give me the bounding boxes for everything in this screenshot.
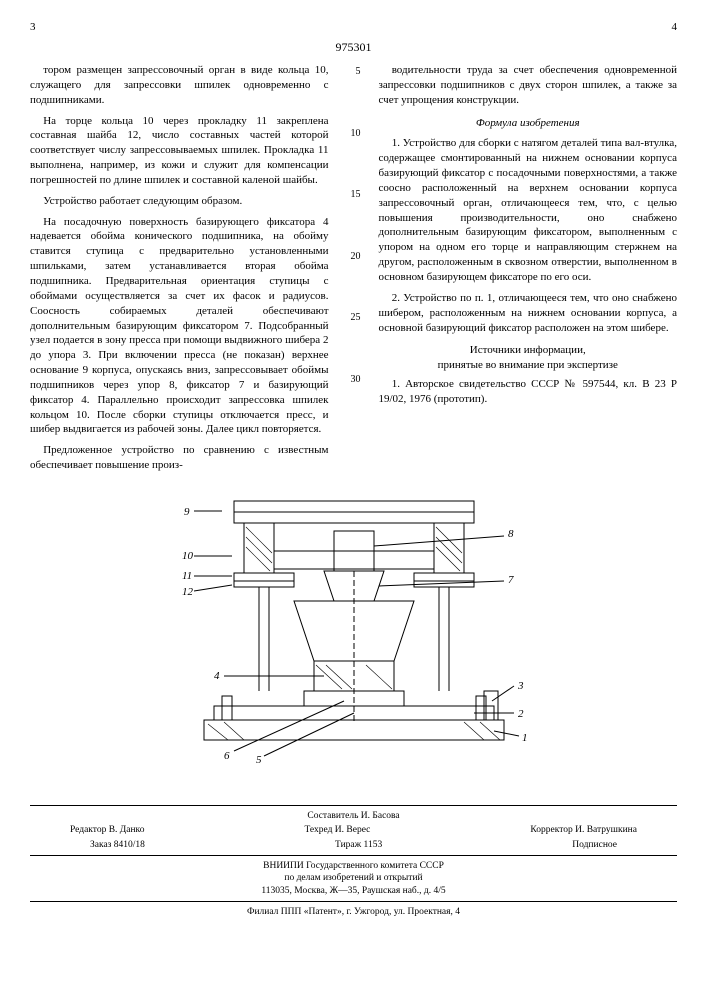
fig-label-7: 7: [508, 574, 514, 586]
subscription: Подписное: [572, 839, 617, 851]
sources-title: Источники информации, принятые во вниман…: [379, 343, 678, 373]
fig-label-11: 11: [182, 570, 192, 582]
techred: Техред И. Верес: [304, 824, 370, 836]
line-num: 5: [347, 65, 361, 79]
colophon: Составитель И. Басова Редактор В. Данко …: [30, 805, 677, 918]
line-num: 10: [347, 127, 361, 141]
para: На посадочную поверхность базирующего фи…: [30, 215, 329, 438]
para: Устройство работает следующим образом.: [30, 194, 329, 209]
right-column: водительности труда за счет обеспечения …: [379, 63, 678, 479]
fig-label-12: 12: [182, 586, 194, 598]
page-left: 3: [30, 20, 36, 35]
page-numbers: 3 4: [30, 20, 677, 35]
fig-label-9: 9: [184, 506, 190, 518]
addr1: 113035, Москва, Ж—35, Раушская наб., д. …: [30, 885, 677, 897]
line-num: 30: [347, 373, 361, 387]
claim: 1. Устройство для сборки с натягом детал…: [379, 136, 678, 284]
patent-number: 975301: [30, 39, 677, 55]
fig-label-5: 5: [256, 754, 262, 766]
fig-label-6: 6: [224, 750, 230, 762]
fig-label-10: 10: [182, 550, 194, 562]
para: Предложенное устройство по сравнению с и…: [30, 443, 329, 473]
corrector: Корректор И. Ватрушкина: [530, 824, 637, 836]
para: тором размещен запрессовочный орган в ви…: [30, 63, 329, 108]
para: водительности труда за счет обеспечения …: [379, 63, 678, 108]
order: Заказ 8410/18: [90, 839, 145, 851]
fig-label-2: 2: [518, 708, 524, 720]
text-columns: тором размещен запрессовочный орган в ви…: [30, 63, 677, 479]
org-line2: по делам изобретений и открытий: [30, 872, 677, 884]
org-line1: ВНИИПИ Государственного комитета СССР: [30, 860, 677, 872]
fig-label-3: 3: [517, 680, 524, 692]
fig-label-1: 1: [522, 732, 528, 744]
technical-drawing: 9 10 11 12 8 7 4 6 5 3 2 1: [30, 491, 677, 791]
line-num: 15: [347, 188, 361, 202]
line-number-gutter: 5 10 15 20 25 30: [347, 63, 361, 479]
fig-label-8: 8: [508, 528, 514, 540]
line-num: 20: [347, 250, 361, 264]
fig-label-4: 4: [214, 670, 220, 682]
page-right: 4: [672, 20, 678, 35]
para: На торце кольца 10 через прокладку 11 за…: [30, 114, 329, 188]
line-num: 25: [347, 311, 361, 325]
source-ref: 1. Авторское свидетельство СССР № 597544…: [379, 377, 678, 407]
addr2: Филиал ППП «Патент», г. Ужгород, ул. Про…: [30, 906, 677, 918]
formula-title: Формула изобретения: [379, 116, 678, 131]
tirazh: Тираж 1153: [335, 839, 382, 851]
editor: Редактор В. Данко: [70, 824, 144, 836]
claim: 2. Устройство по п. 1, отличающееся тем,…: [379, 291, 678, 336]
compiler: Составитель И. Басова: [30, 810, 677, 822]
left-column: тором размещен запрессовочный орган в ви…: [30, 63, 329, 479]
